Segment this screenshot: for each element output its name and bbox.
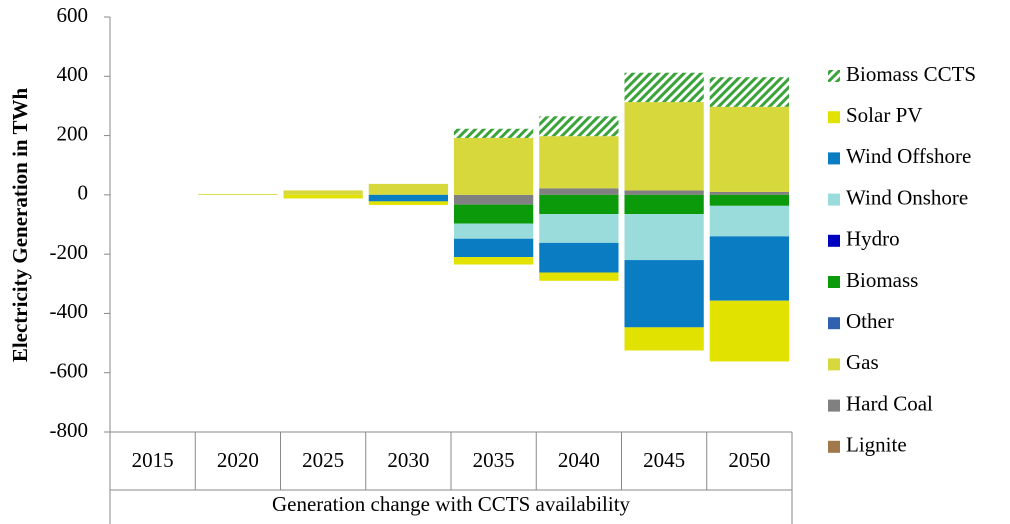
bar-segment [624,72,704,103]
y-tick-label: -200 [50,240,89,264]
legend-label: Biomass [846,268,918,292]
legend-swatch [828,152,840,165]
legend-swatch [828,193,840,206]
legend-swatch [828,399,840,412]
legend-swatch [828,234,840,247]
legend-label: Wind Onshore [846,185,968,209]
bar-segment [453,238,534,258]
bar-segment [198,193,278,195]
legend-label: Biomass CCTS [846,62,976,86]
bar-segment [539,194,619,215]
bar-segment [624,194,704,215]
bar-segment [283,190,363,195]
x-tick-label: 2035 [473,448,515,472]
bar-segment [453,223,534,239]
x-tick-label: 2015 [132,448,174,472]
y-tick-label: 400 [57,62,89,86]
y-tick-label: 600 [57,3,89,27]
legend-swatch [828,70,840,82]
bar-segment [709,77,790,107]
bar-segment [539,116,619,137]
x-tick-label: 2030 [387,448,429,472]
legend-label: Solar PV [846,103,922,127]
y-tick-label: -800 [50,418,89,442]
y-axis-label: Electricity Generation in TWh [8,88,32,363]
y-tick-label: 0 [78,181,89,205]
legend-swatch [828,111,840,124]
legend-label: Other [846,309,894,333]
bar-segment [453,137,534,195]
bar-segment [453,204,534,224]
bar-segment [624,190,704,195]
legend-label: Wind Offshore [846,144,971,168]
bar-segment [453,128,534,138]
bar-segment [368,183,449,195]
legend-swatch [828,358,840,371]
bar-segment [453,194,534,205]
bar-segment [624,214,704,261]
y-tick-label: -600 [50,359,89,383]
bar-segment [539,272,619,281]
legend-label: Lignite [846,433,907,457]
legend-swatch [828,317,840,330]
bar-segment [709,194,790,206]
x-tick-label: 2045 [643,448,685,472]
bar-segment [283,194,363,199]
legend-label: Hard Coal [846,391,933,415]
y-tick-label: -400 [50,299,89,323]
bar-segment [709,236,790,301]
bar-segment [368,201,449,205]
bar-segment [624,327,704,351]
legend-label: Gas [846,350,879,374]
bar-segment [709,106,790,192]
legend-label: Hydro [846,227,900,251]
x-tick-label: 2050 [728,448,770,472]
bar-segment [368,194,449,202]
bar-segment [539,214,619,243]
legend-swatch [828,276,840,288]
x-tick-label: 2020 [217,448,259,472]
x-axis-label: Generation change with CCTS availability [272,492,631,516]
bar-segment [539,242,619,273]
x-tick-label: 2040 [558,448,600,472]
legend-swatch [828,440,840,453]
bar-segment [539,188,619,195]
bar-segment [709,300,790,362]
bar-segment [709,205,790,237]
x-tick-label: 2025 [302,448,344,472]
bar-segment [709,191,790,195]
y-tick-label: 200 [57,121,89,145]
bar-segment [624,260,704,328]
bar-segment [453,257,534,265]
bar-segment [539,136,619,189]
bar-segment [624,102,704,191]
